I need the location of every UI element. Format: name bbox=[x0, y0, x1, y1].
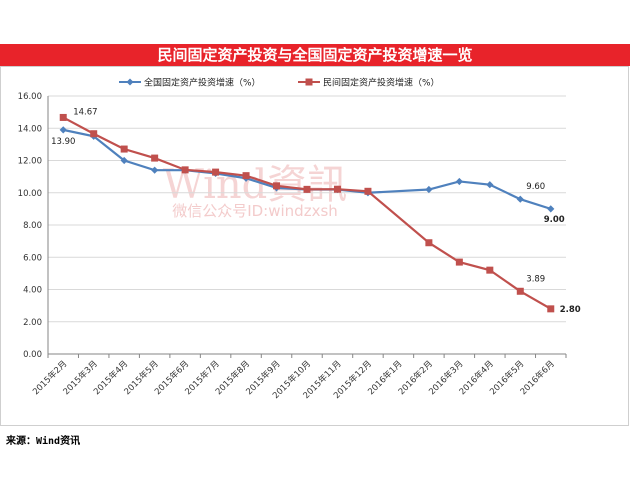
data-label: 13.90 bbox=[51, 137, 75, 147]
data-label: 9.60 bbox=[526, 182, 545, 192]
gridlines bbox=[48, 95, 566, 355]
data-point-national bbox=[59, 126, 67, 134]
data-point-national bbox=[516, 195, 524, 203]
data-labels: 13.90 14.67 9.60 9.00 3.89 2.80 bbox=[51, 107, 581, 314]
y-tick-label: 16.00 bbox=[18, 92, 42, 102]
y-tick-label: 6.00 bbox=[23, 253, 42, 263]
chart-frame bbox=[0, 66, 629, 426]
y-tick-label: 8.00 bbox=[23, 221, 42, 231]
chart-title: 民间固定资产投资与全国固定资产投资增速一览 bbox=[0, 44, 630, 66]
legend-label: 民间固定资产投资增速（%） bbox=[323, 77, 440, 89]
series-line-national bbox=[63, 128, 552, 210]
y-tick-label: 12.00 bbox=[18, 157, 42, 167]
data-point-private bbox=[455, 258, 463, 266]
data-point-private bbox=[242, 172, 250, 180]
data-point-private bbox=[151, 154, 159, 162]
y-axis: 0.00 2.00 4.00 6.00 8.00 10.00 12.00 14.00 16.00 bbox=[18, 92, 49, 360]
legend-swatch-marker bbox=[305, 78, 313, 86]
data-point-private bbox=[333, 185, 341, 193]
legend-swatch-marker bbox=[126, 78, 134, 86]
data-point-national bbox=[486, 181, 494, 189]
data-point-national bbox=[151, 166, 159, 174]
data-label: 14.67 bbox=[73, 107, 97, 117]
data-point-national bbox=[425, 185, 433, 194]
data-point-private bbox=[486, 266, 494, 274]
data-point-private bbox=[547, 305, 555, 313]
data-point-national bbox=[547, 205, 555, 213]
data-point-national bbox=[120, 156, 128, 165]
data-point-private bbox=[303, 185, 311, 193]
legend-label: 全国固定资产投资增速（%） bbox=[144, 77, 261, 89]
y-tick-label: 0.00 bbox=[23, 350, 42, 360]
series-layer bbox=[59, 113, 555, 313]
data-point-private bbox=[59, 113, 67, 121]
series-line-private bbox=[62, 116, 552, 310]
y-tick-label: 10.00 bbox=[18, 189, 42, 199]
y-tick-label: 4.00 bbox=[23, 286, 42, 296]
y-tick-label: 2.00 bbox=[23, 318, 42, 328]
watermark-sub-text: 微信公众号ID:windzxsh bbox=[172, 202, 338, 220]
data-point-national bbox=[455, 177, 463, 186]
data-point-private bbox=[120, 145, 128, 153]
data-point-private bbox=[364, 187, 372, 195]
data-point-private bbox=[516, 287, 524, 295]
data-point-private bbox=[425, 239, 433, 247]
source-note: 来源：Wind资讯 bbox=[6, 436, 81, 447]
y-tick-label: 14.00 bbox=[18, 124, 42, 134]
data-label: 9.00 bbox=[544, 215, 565, 225]
data-point-private bbox=[212, 168, 220, 176]
data-point-private bbox=[181, 166, 189, 174]
data-point-private bbox=[273, 182, 281, 190]
data-point-private bbox=[90, 130, 98, 138]
x-axis: 2015年2月2015年3月2015年4月2015年5月2015年6月2015年… bbox=[30, 353, 567, 401]
data-label: 2.80 bbox=[560, 305, 581, 315]
data-label: 3.89 bbox=[526, 274, 545, 284]
legend: 全国固定资产投资增速（%） 民间固定资产投资增速（%） bbox=[119, 77, 440, 89]
